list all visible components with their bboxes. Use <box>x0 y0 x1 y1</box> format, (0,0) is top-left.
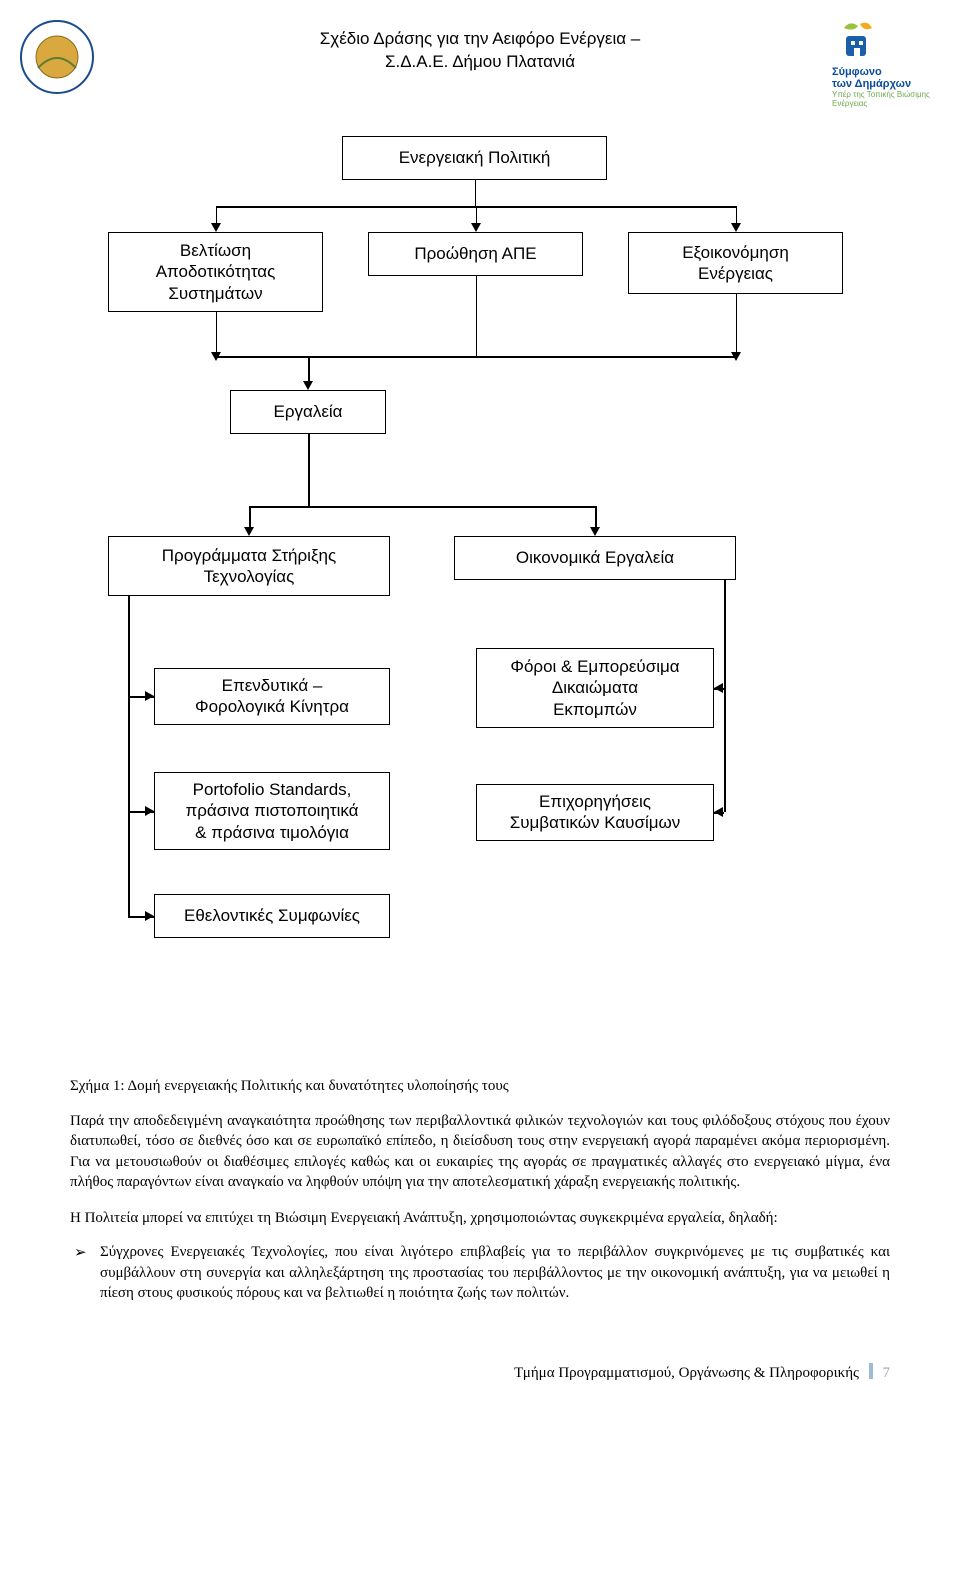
flowchart-node: Προγράμματα Στήριξης Τεχνολογίας <box>108 536 390 596</box>
flowchart-node: Επενδυτικά – Φορολογικά Κίνητρα <box>154 668 390 725</box>
flowchart-node: Βελτίωση Αποδοτικότητας Συστημάτων <box>108 232 323 312</box>
flowchart-node: Εργαλεία <box>230 390 386 434</box>
body-paragraph-2: Η Πολιτεία μπορεί να επιτύχει τη Βιώσιμη… <box>70 1208 890 1228</box>
flowchart-node: Οικονομικά Εργαλεία <box>454 536 736 580</box>
flowchart-node: Φόροι & Εμπορεύσιμα Δικαιώματα Εκπομπών <box>476 648 714 728</box>
header-title-line2: Σ.Δ.Α.Ε. Δήμου Πλατανιά <box>128 51 832 74</box>
flowchart-node: Εθελοντικές Συμφωνίες <box>154 894 390 938</box>
page-footer: Τμήμα Προγραμματισμού, Οργάνωσης & Πληρο… <box>70 1363 890 1382</box>
bullet-item: ➢ Σύγχρονες Ενεργειακές Τεχνολογίες, που… <box>100 1242 890 1303</box>
footer-page-number: 7 <box>883 1365 891 1381</box>
bullet-text: Σύγχρονες Ενεργειακές Τεχνολογίες, που ε… <box>100 1244 890 1301</box>
flowchart-node: Επιχορηγήσεις Συμβατικών Καυσίμων <box>476 784 714 841</box>
covenant-logo-icon: Σύμφωνο των Δημάρχων Υπέρ της Τοπικής Βι… <box>832 18 942 108</box>
figure-caption: Σχήμα 1: Δομή ενεργειακής Πολιτικής και … <box>70 1078 890 1095</box>
municipality-seal-icon <box>18 18 128 96</box>
flowchart-node: Εξοικονόμηση Ενέργειας <box>628 232 843 294</box>
body-paragraph-1: Παρά την αποδεδειγμένη αναγκαιότητα προώ… <box>70 1111 890 1192</box>
bullet-arrow-icon: ➢ <box>74 1243 87 1263</box>
header-title-line1: Σχέδιο Δράσης για την Αειφόρο Ενέργεια – <box>128 28 832 51</box>
page-header: Σχέδιο Δράσης για την Αειφόρο Ενέργεια –… <box>0 0 960 116</box>
flowchart-diagram: Ενεργειακή Πολιτική Βελτίωση Αποδοτικότητ… <box>70 136 890 1056</box>
flowchart-node: Ενεργειακή Πολιτική <box>342 136 607 180</box>
header-title: Σχέδιο Δράσης για την Αειφόρο Ενέργεια –… <box>128 18 832 74</box>
flowchart-node: Portofolio Standards, πράσινα πιστοποιητ… <box>154 772 390 850</box>
footer-separator-icon <box>869 1363 873 1379</box>
flowchart-node: Προώθηση ΑΠΕ <box>368 232 583 276</box>
footer-text: Τμήμα Προγραμματισμού, Οργάνωσης & Πληρο… <box>514 1365 859 1381</box>
covenant-logo-text: Σύμφωνο των Δημάρχων Υπέρ της Τοπικής Βι… <box>832 66 942 108</box>
